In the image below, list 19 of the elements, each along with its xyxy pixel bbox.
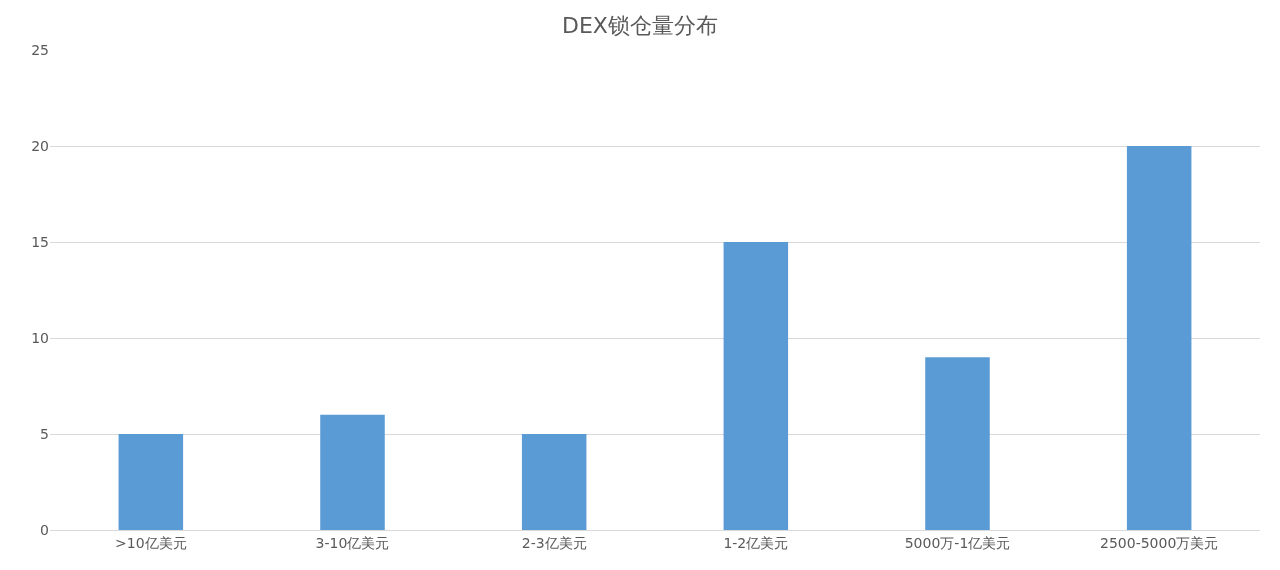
bar (118, 434, 184, 530)
y-tick-label: 5 (40, 425, 49, 442)
bar (1126, 146, 1192, 530)
x-tick-label: 5000万-1亿美元 (904, 534, 1011, 551)
y-tick-label: 25 (31, 41, 49, 58)
x-tick-label: >10亿美元 (115, 534, 187, 551)
x-tick-label: 2500-5000万美元 (1100, 534, 1219, 551)
y-tick-label: 20 (31, 137, 49, 154)
x-tick-label: 1-2亿美元 (723, 534, 789, 551)
chart-title: DEX锁仓量分布 (562, 12, 718, 38)
x-tick-label: 2-3亿美元 (521, 534, 587, 551)
bar (723, 242, 789, 530)
bar (320, 414, 385, 530)
y-tick-label: 15 (31, 233, 49, 250)
x-tick-label: 3-10亿美元 (315, 534, 390, 551)
y-tick-label: 0 (40, 521, 49, 538)
bar (925, 357, 990, 530)
bar (521, 434, 587, 530)
y-tick-label: 10 (31, 329, 49, 346)
